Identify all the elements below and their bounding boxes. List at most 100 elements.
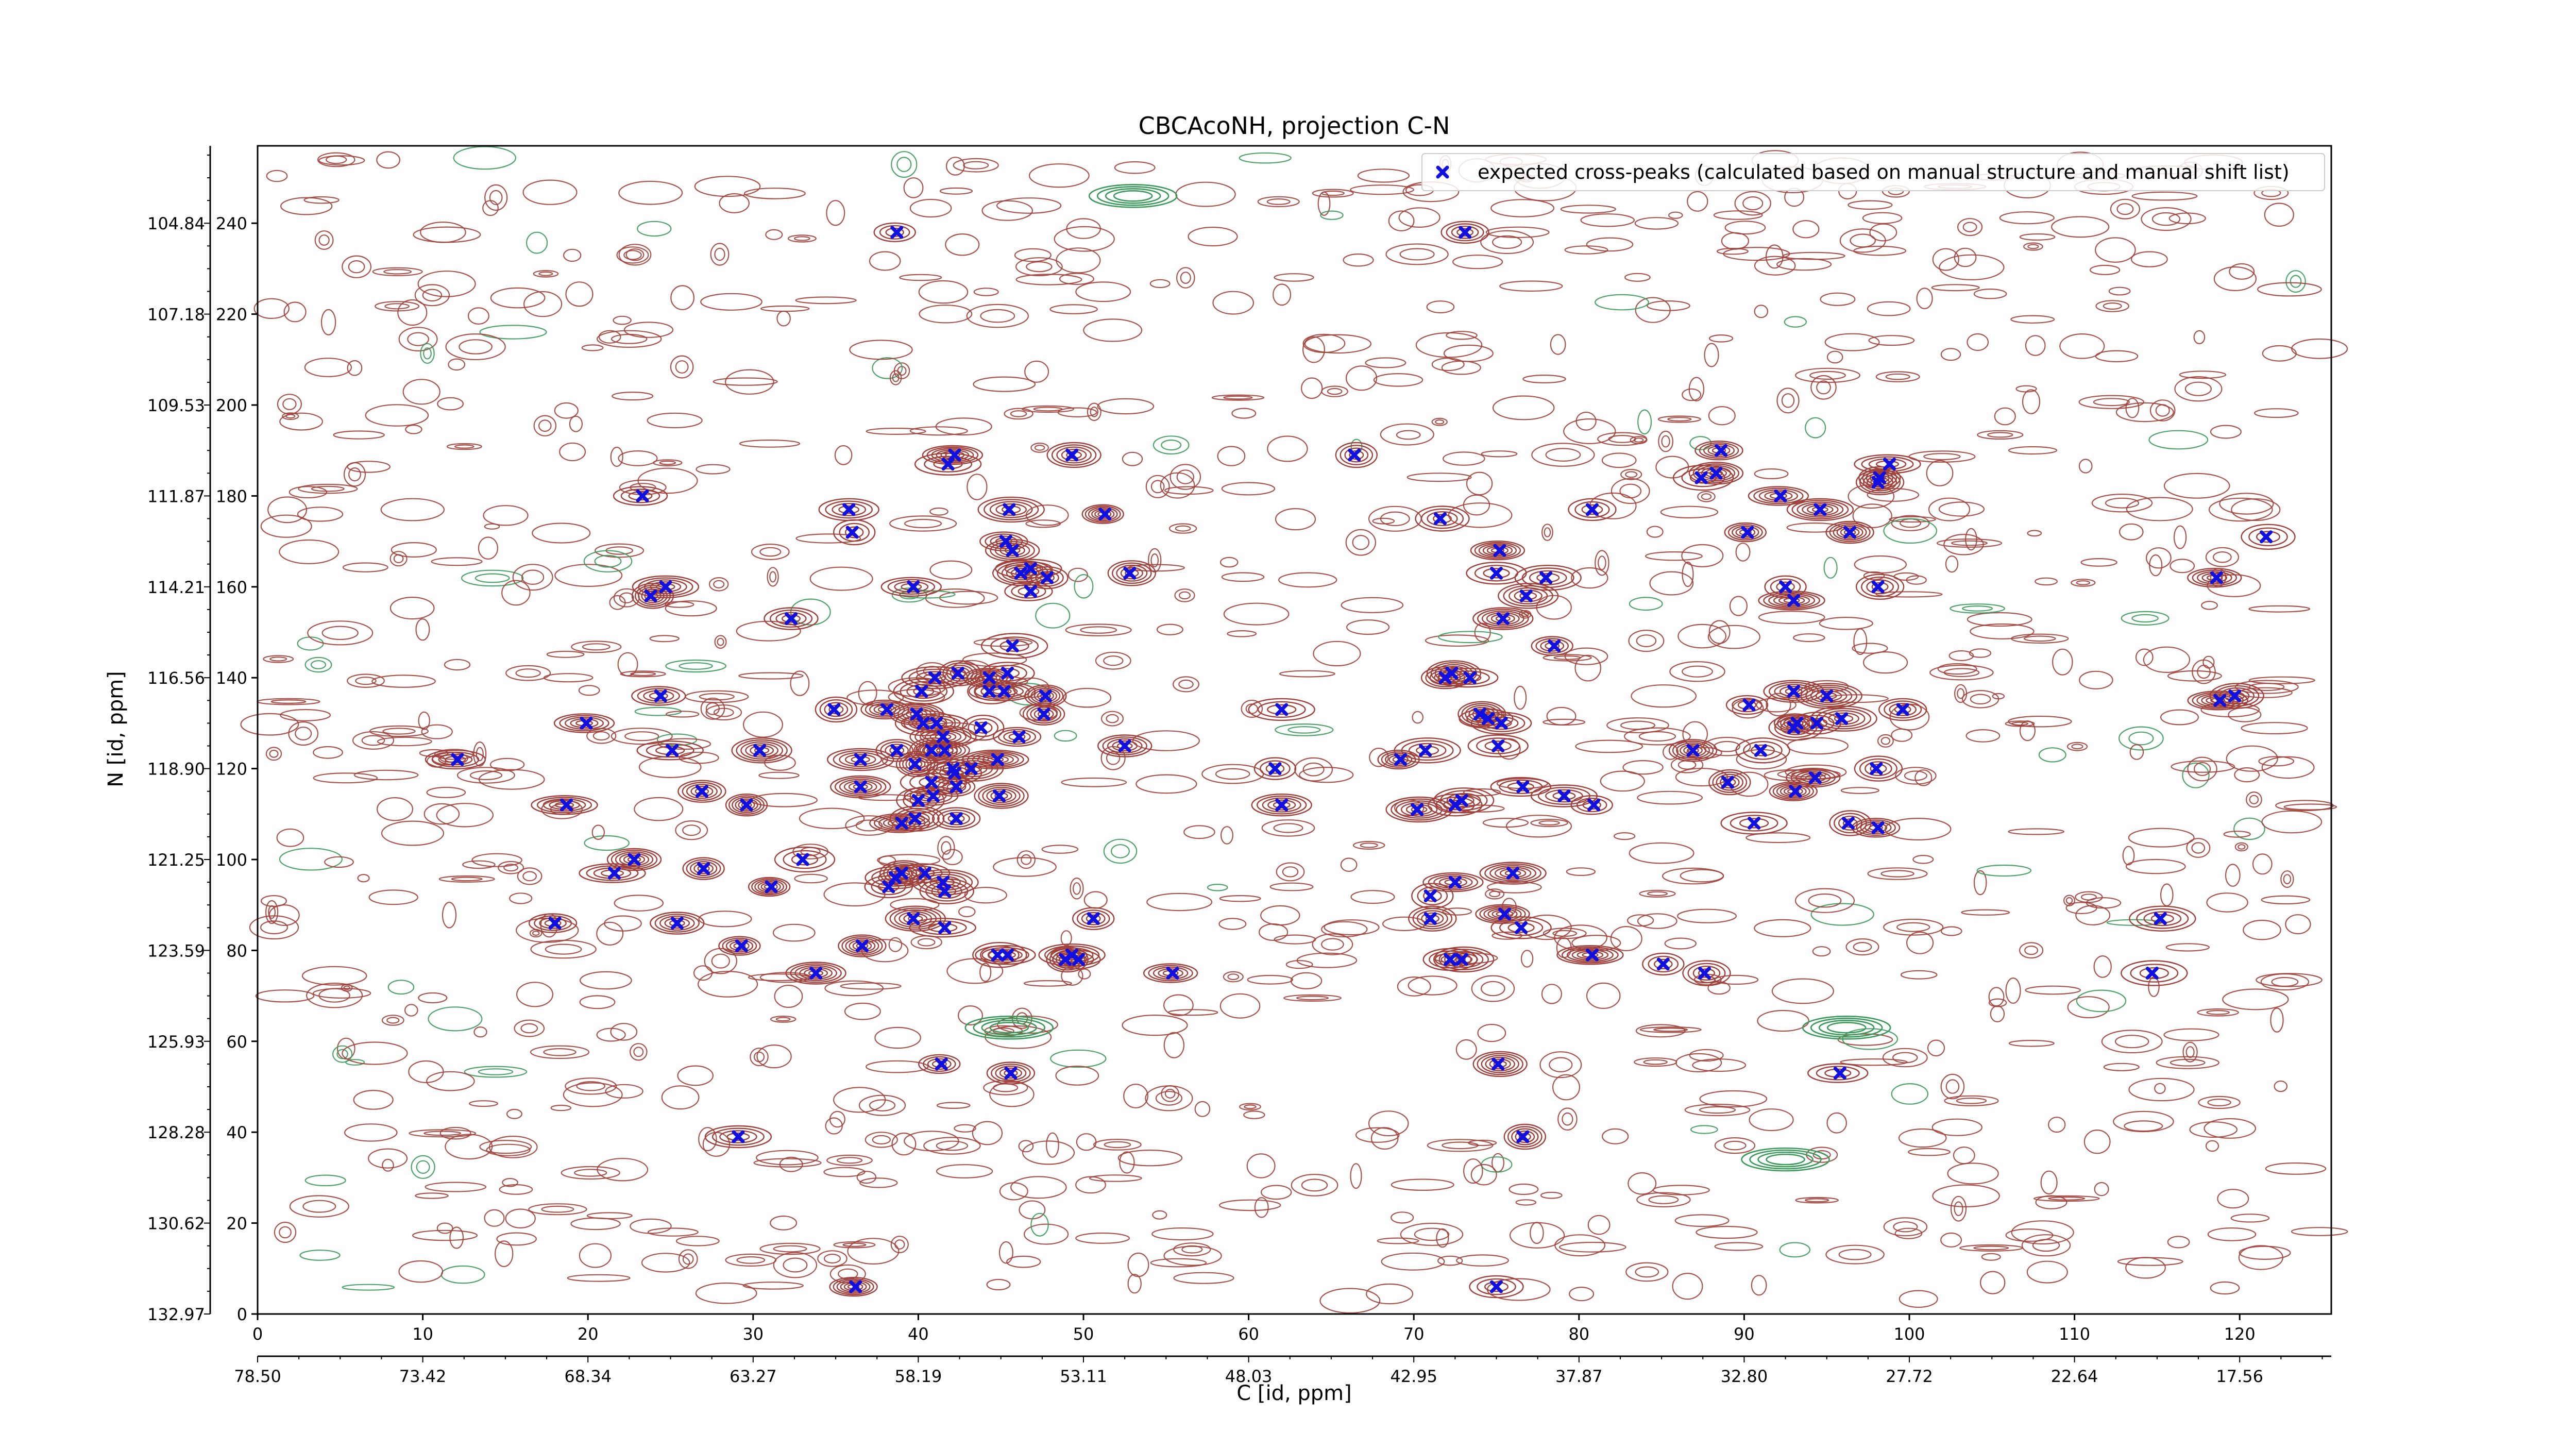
peak-contour	[1764, 575, 1807, 599]
y-ppm-tick-label: 111.87	[147, 486, 205, 506]
peak-contour	[982, 786, 1021, 805]
peak-contour	[1499, 919, 1544, 936]
noise-contour	[456, 767, 515, 784]
peak-contour	[725, 793, 768, 817]
noise-contour	[1820, 292, 1856, 306]
noise-contour	[1173, 1242, 1211, 1257]
cross-peak-marker	[1548, 639, 1561, 652]
noise-contour	[2219, 493, 2274, 515]
noise-contour	[693, 965, 713, 981]
noise-contour	[704, 948, 738, 974]
peak-contour	[839, 523, 870, 542]
noise-contour	[618, 450, 658, 466]
peak-contour	[840, 1281, 867, 1293]
noise-contour	[1623, 727, 1691, 746]
cross-peak-marker	[1039, 689, 1052, 702]
noise-contour	[2249, 795, 2259, 804]
peak-contour	[978, 784, 1025, 807]
noise-contour	[1677, 908, 1737, 923]
peak-contour	[1861, 456, 1914, 472]
peak-contour	[1116, 742, 1133, 750]
noise-contour	[418, 992, 448, 1004]
peak-contour	[1552, 791, 1576, 800]
peak-contour	[1422, 890, 1442, 902]
cross-peak-marker	[1037, 707, 1050, 721]
peak-contour	[986, 788, 1016, 803]
noise-contour	[1302, 336, 1326, 363]
noise-contour	[1647, 891, 1668, 897]
noise-contour	[653, 459, 683, 466]
peak-contour	[586, 865, 639, 881]
noise-contour	[2025, 335, 2046, 356]
noise-contour	[679, 662, 713, 670]
peak-contour	[664, 917, 690, 929]
peak-contour	[1476, 737, 1520, 754]
noise-contour	[289, 1195, 349, 1218]
noise-contour	[1456, 1254, 1509, 1267]
noise-contour	[1006, 1255, 1041, 1268]
noise-contour	[2261, 895, 2311, 905]
noise-contour	[1073, 882, 1081, 895]
peak-contour	[919, 742, 966, 759]
noise-contour	[840, 982, 902, 990]
noise-contour	[428, 1006, 483, 1032]
cross-peak-marker	[1473, 707, 1486, 721]
peak-contour	[1681, 468, 1725, 487]
noise-contour	[2094, 1182, 2109, 1197]
noise-contour	[770, 1215, 798, 1231]
noise-contour	[1776, 387, 1800, 414]
peak-contour	[738, 800, 755, 810]
peak-contour	[864, 875, 913, 899]
noise-contour	[1838, 1249, 1872, 1260]
noise-contour	[2228, 707, 2262, 722]
noise-contour	[1923, 453, 1961, 461]
noise-contour	[1018, 1140, 1034, 1153]
noise-contour	[579, 1243, 612, 1268]
cross-peak-marker	[911, 794, 925, 807]
peak-contour	[641, 588, 665, 603]
noise-contour	[909, 426, 968, 436]
noise-contour	[1657, 415, 1701, 423]
noise-contour	[332, 1045, 353, 1063]
noise-contour	[1635, 1266, 1659, 1278]
peak-contour	[1384, 753, 1413, 766]
peak-contour	[1485, 1056, 1515, 1071]
noise-contour	[2262, 345, 2297, 362]
noise-contour	[1810, 375, 1837, 400]
peak-contour	[1860, 821, 1892, 835]
noise-contour	[1553, 655, 1581, 660]
noise-contour	[2075, 891, 2103, 903]
peak-contour	[1088, 507, 1118, 521]
peak-contour	[1768, 682, 1819, 701]
x-index-tick-label: 110	[2059, 1324, 2090, 1344]
peak-contour	[1739, 818, 1769, 829]
peak-contour	[1440, 221, 1489, 244]
noise-contour	[1611, 478, 1650, 504]
peak-contour	[1568, 498, 1617, 521]
noise-contour	[304, 656, 332, 673]
peak-contour	[1417, 886, 1448, 905]
noise-contour	[682, 1253, 694, 1265]
peak-contour	[1344, 447, 1369, 463]
noise-contour	[1696, 1225, 1758, 1239]
noise-contour	[1221, 482, 1276, 496]
cross-peak-marker	[917, 716, 930, 730]
noise-contour	[554, 564, 623, 587]
noise-contour	[2089, 264, 2121, 275]
noise-contour	[1667, 417, 1692, 422]
peak-contour	[1732, 526, 1759, 539]
noise-contour	[1709, 334, 1734, 343]
noise-contour	[1631, 684, 1697, 708]
noise-contour	[1880, 870, 1914, 878]
noise-contour	[1408, 975, 1458, 996]
noise-contour	[375, 301, 420, 312]
noise-contour	[1900, 518, 1922, 528]
peak-contour	[1408, 743, 1447, 758]
cross-peak-marker	[1492, 739, 1505, 752]
noise-contour	[1928, 497, 1971, 521]
noise-contour	[2264, 203, 2294, 227]
noise-contour	[1400, 1222, 1464, 1246]
noise-contour	[619, 592, 634, 603]
cross-peak-marker	[2213, 694, 2227, 707]
noise-contour	[1875, 371, 1920, 382]
